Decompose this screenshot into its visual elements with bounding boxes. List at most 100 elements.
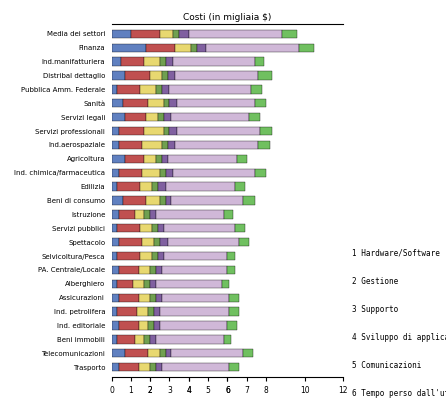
Bar [150, 210, 156, 219]
Bar [112, 252, 117, 260]
Bar [171, 113, 249, 122]
Bar [145, 335, 150, 344]
Bar [112, 30, 131, 38]
Bar [177, 127, 260, 135]
Bar [145, 155, 156, 163]
Bar [119, 141, 142, 149]
Text: 4 Sviluppo di applicazioni: 4 Sviluppo di applicazioni [352, 333, 446, 342]
Bar [148, 99, 164, 107]
Bar [119, 363, 139, 371]
Bar [156, 279, 222, 288]
Bar [229, 363, 239, 371]
Bar [235, 224, 245, 233]
Bar [249, 113, 260, 122]
Bar [112, 196, 123, 205]
Bar [243, 196, 255, 205]
Bar [258, 141, 270, 149]
Bar [160, 321, 227, 330]
Bar [112, 363, 119, 371]
Bar [281, 30, 297, 38]
Bar [112, 99, 123, 107]
Bar [145, 210, 150, 219]
Bar [117, 85, 140, 93]
Bar [152, 224, 158, 233]
Bar [112, 85, 117, 93]
Bar [112, 155, 125, 163]
Bar [119, 168, 142, 177]
Bar [255, 99, 266, 107]
Bar [148, 308, 154, 316]
Bar [227, 321, 237, 330]
Bar [164, 127, 169, 135]
Bar [229, 308, 239, 316]
Bar [165, 57, 173, 66]
Bar [162, 71, 168, 80]
Bar [255, 57, 264, 66]
Bar [112, 238, 119, 246]
Bar [140, 224, 152, 233]
Bar [117, 335, 135, 344]
Bar [112, 71, 125, 80]
Bar [227, 252, 235, 260]
Bar [168, 141, 175, 149]
Bar [168, 155, 237, 163]
Bar [125, 113, 146, 122]
Bar [150, 266, 156, 274]
Bar [150, 294, 156, 302]
Bar [112, 321, 119, 330]
Bar [243, 349, 252, 357]
Bar [112, 127, 119, 135]
Bar [148, 321, 154, 330]
Bar [179, 30, 189, 38]
Bar [112, 279, 117, 288]
Bar [156, 210, 223, 219]
Bar [117, 308, 136, 316]
Bar [112, 294, 119, 302]
Bar [229, 294, 239, 302]
Bar [150, 363, 156, 371]
Bar [136, 308, 148, 316]
Bar [206, 44, 299, 52]
Bar [189, 30, 281, 38]
Bar [139, 321, 148, 330]
Bar [142, 168, 160, 177]
Bar [117, 279, 133, 288]
Bar [112, 182, 117, 191]
Bar [156, 363, 162, 371]
Bar [158, 224, 164, 233]
Bar [168, 71, 175, 80]
Bar [117, 182, 140, 191]
Bar [154, 321, 160, 330]
Bar [152, 252, 158, 260]
Bar [154, 238, 160, 246]
Bar [146, 44, 175, 52]
Bar [251, 85, 262, 93]
Bar [260, 127, 272, 135]
Bar [152, 182, 158, 191]
Bar [160, 308, 229, 316]
Bar [171, 196, 243, 205]
Bar [160, 349, 165, 357]
Bar [112, 349, 125, 357]
Bar [171, 349, 243, 357]
Bar [197, 44, 206, 52]
Text: 1 Hardware/Software: 1 Hardware/Software [352, 249, 440, 257]
Bar [237, 155, 247, 163]
Bar [148, 349, 160, 357]
Bar [125, 349, 148, 357]
Bar [112, 224, 117, 233]
Bar [235, 182, 245, 191]
Bar [162, 155, 168, 163]
Bar [117, 224, 140, 233]
Bar [175, 71, 258, 80]
Bar [139, 266, 150, 274]
Bar [177, 99, 255, 107]
Bar [169, 99, 177, 107]
Bar [125, 155, 145, 163]
Bar [112, 210, 119, 219]
Text: 5 Comunicazioni: 5 Comunicazioni [352, 361, 422, 370]
Text: 2 Gestione: 2 Gestione [352, 277, 399, 286]
Bar [133, 279, 145, 288]
Bar [142, 141, 162, 149]
Bar [191, 44, 197, 52]
